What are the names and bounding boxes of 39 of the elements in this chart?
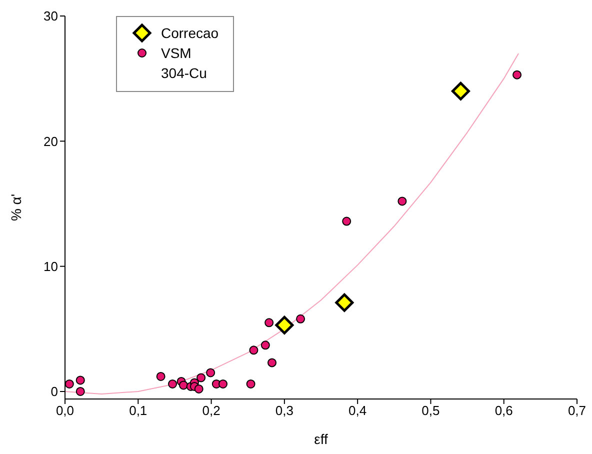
x-tick-label: 0,4 xyxy=(348,403,367,418)
point xyxy=(156,372,166,381)
point xyxy=(264,318,274,328)
y-tick-label: 30 xyxy=(44,8,58,24)
point xyxy=(65,379,74,388)
point xyxy=(178,380,188,390)
point xyxy=(196,373,206,382)
point xyxy=(249,346,258,355)
point xyxy=(275,316,294,334)
point xyxy=(260,340,270,350)
annotation: 304-Cu xyxy=(160,64,208,83)
point xyxy=(218,379,228,388)
x-tick-label: 0,3 xyxy=(275,403,294,418)
legend-label: VSM xyxy=(161,44,192,63)
x-tick-label: 0,6 xyxy=(494,403,513,418)
x-tick-label: 0,0 xyxy=(56,403,74,418)
legend-label: Correcao xyxy=(161,24,219,43)
point xyxy=(398,196,407,206)
point xyxy=(267,358,276,368)
point xyxy=(335,293,354,312)
point xyxy=(76,376,85,385)
y-axis-title: % α' xyxy=(8,194,24,222)
point xyxy=(206,368,216,378)
x-tick-label: 0,1 xyxy=(129,403,148,418)
point xyxy=(76,386,85,396)
point xyxy=(168,379,178,388)
y-tick-label: 0 xyxy=(50,384,58,400)
x-tick-label: 0,5 xyxy=(422,403,440,418)
point xyxy=(246,379,256,388)
point xyxy=(194,384,204,394)
x-axis-title: εff xyxy=(314,431,328,447)
point xyxy=(451,82,470,100)
x-tick-label: 0,2 xyxy=(202,403,220,418)
y-tick-label: 20 xyxy=(44,134,58,149)
x-tick-label: 0,7 xyxy=(568,403,586,418)
point xyxy=(512,70,522,80)
y-tick-label: 10 xyxy=(44,258,58,274)
point xyxy=(342,216,352,226)
point xyxy=(296,314,306,324)
